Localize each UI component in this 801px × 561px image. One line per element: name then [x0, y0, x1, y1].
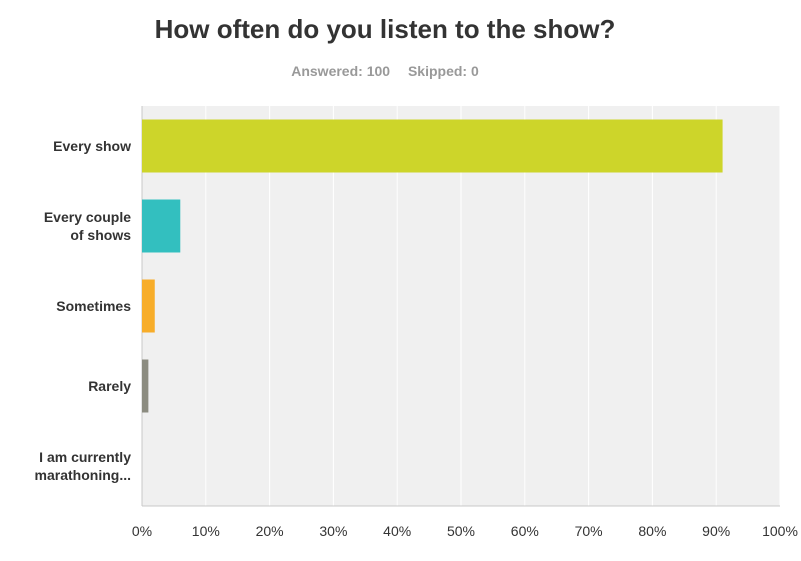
answered-count: Answered: 100: [291, 63, 391, 79]
bar-1: [142, 199, 181, 253]
x-tick-label-90: 90%: [702, 523, 730, 539]
x-tick-label-60: 60%: [511, 523, 539, 539]
x-tick-label-30: 30%: [319, 523, 347, 539]
category-label-2: Sometimes: [56, 298, 131, 314]
category-label-4: I am currently marathoning...: [35, 449, 132, 483]
chart-title: How often do you listen to the show?: [154, 14, 616, 44]
x-tick-label-20: 20%: [256, 523, 284, 539]
category-label-1: Every couple of shows: [44, 209, 131, 243]
response-stats: Answered: 100 Skipped: 0: [0, 63, 770, 79]
skipped-count: Skipped: 0: [407, 63, 479, 79]
category-label-0: Every show: [53, 138, 131, 154]
x-tick-label-100: 100%: [762, 523, 798, 539]
bar-2: [142, 279, 155, 333]
bar-0: [142, 119, 723, 173]
category-label-3: Rarely: [88, 378, 131, 394]
x-tick-label-10: 10%: [192, 523, 220, 539]
x-tick-label-0: 0%: [132, 523, 152, 539]
x-tick-label-70: 70%: [575, 523, 603, 539]
x-tick-label-50: 50%: [447, 523, 475, 539]
x-tick-label-80: 80%: [638, 523, 666, 539]
bar-3: [142, 359, 149, 413]
x-tick-label-40: 40%: [383, 523, 411, 539]
